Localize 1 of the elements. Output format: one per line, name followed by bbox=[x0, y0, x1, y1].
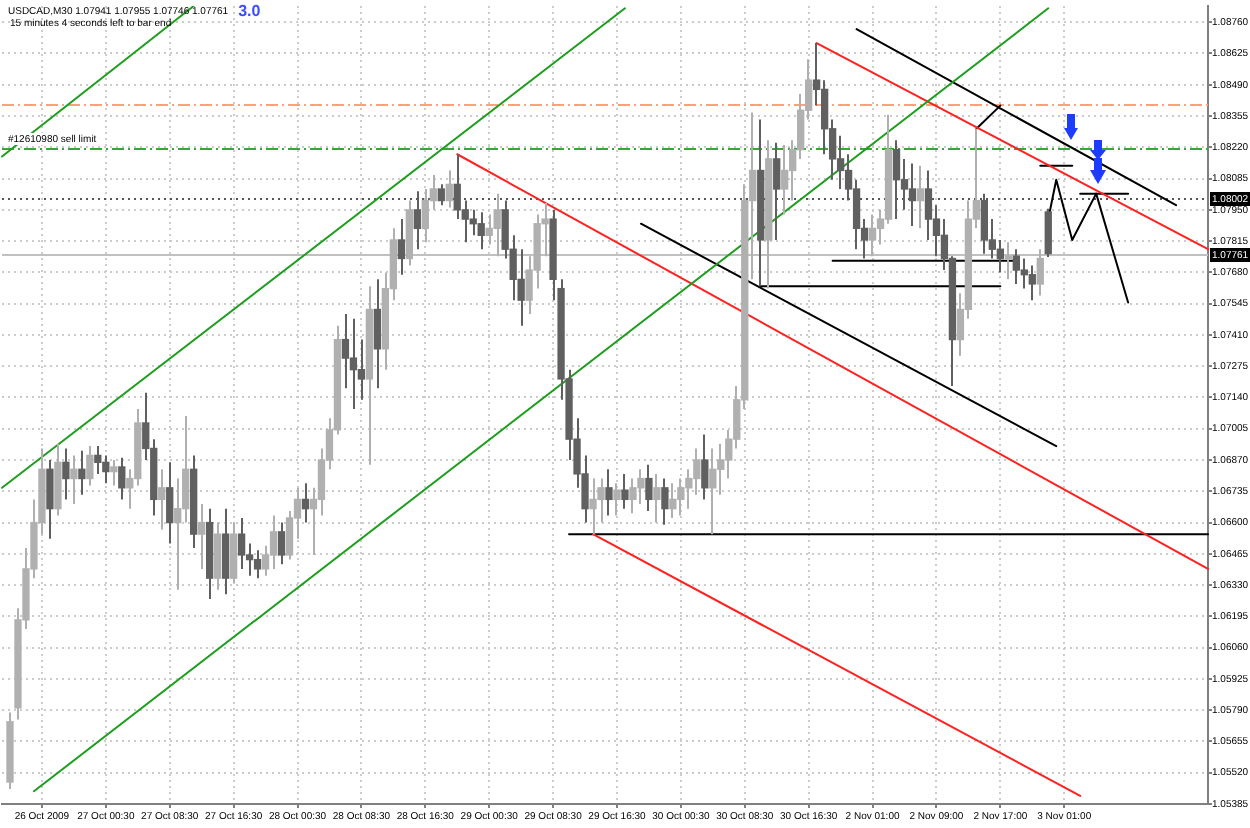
annotation: 3.0 bbox=[238, 2, 262, 21]
